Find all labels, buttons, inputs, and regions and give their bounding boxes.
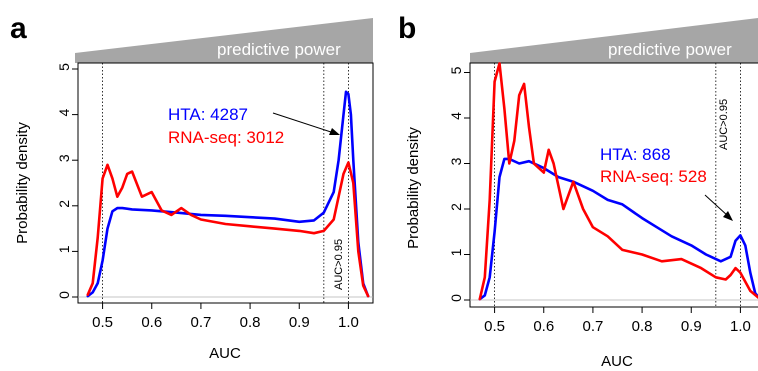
panel-b-banner: predictive power xyxy=(608,40,732,59)
panel-b-ylabel: Probability density xyxy=(405,127,422,249)
panel-a-y-tick-label: 4 xyxy=(56,108,72,116)
panel-b-x-tick-label: 0.9 xyxy=(681,318,702,335)
panel-b-y-ticks: 0 1 2 3 4 5 xyxy=(448,66,470,302)
panel-b-plot-frame xyxy=(469,62,758,308)
panel-b-y-tick-label: 1 xyxy=(448,248,464,256)
panel-a-x-tick-label: 0.7 xyxy=(190,314,211,331)
panel-b-x-tick-label: 0.6 xyxy=(533,318,554,335)
panel-b-y-tick-label: 0 xyxy=(448,294,464,302)
panel-b-x-tick-label: 0.8 xyxy=(632,318,653,335)
panel-a-xlabel: AUC xyxy=(209,345,241,362)
panel-a-series xyxy=(86,90,370,298)
panel-b-y-tick-label: 5 xyxy=(448,66,464,74)
panel-a-y-tick-label: 0 xyxy=(56,291,72,299)
panel-b-series-label-rnaseq: RNA-seq: 528 xyxy=(600,167,707,186)
panel-a-banner: predictive power xyxy=(217,40,341,59)
panel-b-letter: b xyxy=(398,12,416,45)
panel-a-x-tick-label: 1.0 xyxy=(338,314,359,331)
panel-b-vline-label: AUC>0.95 xyxy=(718,99,730,150)
panel-a-x-tick-label: 0.9 xyxy=(289,314,310,331)
panel-a-vlines xyxy=(78,63,373,303)
panel-b-series-line-hta xyxy=(478,157,758,301)
panel-b-y-tick-label: 4 xyxy=(448,112,464,120)
panel-a-series-line-hta xyxy=(86,90,370,298)
panel-b-arrowhead xyxy=(723,211,733,221)
panel-b-predictive-power-wedge xyxy=(470,18,758,63)
panel-b-x-tick-label: 0.7 xyxy=(582,318,603,335)
panel-b-x-ticks: 0.5 0.6 0.7 0.8 0.9 1.0 xyxy=(484,307,751,335)
panel-a-arrow xyxy=(272,112,335,134)
panel-b-y-tick-label: 3 xyxy=(448,157,464,165)
panel-a-y-tick-label: 3 xyxy=(56,154,72,162)
panel-a-series-label-hta: HTA: 4287 xyxy=(168,105,248,124)
panel-b-series xyxy=(478,62,758,301)
panel-a-x-tick-label: 0.6 xyxy=(141,314,162,331)
panel-a-plot-frame xyxy=(77,62,374,304)
panel-a-ylabel: Probability density xyxy=(14,122,31,244)
panel-b-series-line-rnaseq xyxy=(478,62,758,301)
panel-b-y-tick-label: 2 xyxy=(448,203,464,211)
panel-a-series-label-rnaseq: RNA-seq: 3012 xyxy=(168,128,284,147)
panel-a-letter: a xyxy=(10,12,27,45)
panel-b-series-label-hta: HTA: 868 xyxy=(600,145,671,164)
panel-a-x-tick-label: 0.5 xyxy=(92,314,113,331)
panel-a-y-ticks: 0 1 2 3 4 5 xyxy=(56,63,78,299)
panel-b-arrow xyxy=(704,194,729,217)
panel-a-vline-label: AUC>0.95 xyxy=(333,239,345,290)
panel-a-y-tick-label: 5 xyxy=(56,63,72,71)
panel-a-x-tick-label: 0.8 xyxy=(240,314,261,331)
panel-b-xlabel: AUC xyxy=(601,353,633,370)
panel-a-arrowhead xyxy=(329,128,340,135)
panel-a-predictive-power-wedge xyxy=(75,18,373,63)
panel-a-y-tick-label: 1 xyxy=(56,245,72,253)
panel-a-y-tick-label: 2 xyxy=(56,200,72,208)
panel-b-vlines xyxy=(470,63,758,307)
panel-a-series-line-rnaseq xyxy=(86,161,370,298)
panel-a-x-ticks: 0.5 0.6 0.7 0.8 0.9 1.0 xyxy=(92,303,359,331)
panel-b-x-tick-label: 0.5 xyxy=(484,318,505,335)
panel-b-x-tick-label: 1.0 xyxy=(730,318,751,335)
